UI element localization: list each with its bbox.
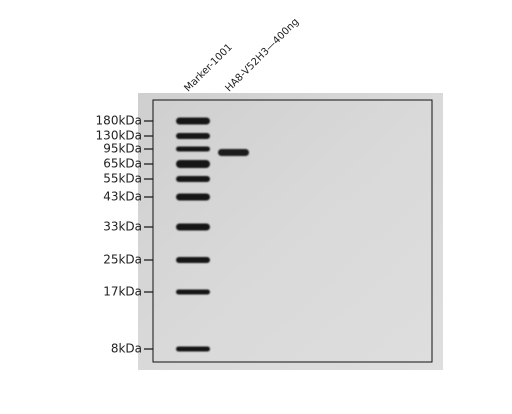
marker-band	[176, 176, 210, 182]
lane-label: HA8-V52H3—400ng	[223, 16, 301, 94]
marker-label: 55kDa	[103, 172, 142, 186]
marker-label: 25kDa	[103, 253, 142, 267]
marker-band	[176, 257, 210, 263]
marker-label: 65kDa	[103, 157, 142, 171]
marker-label: 43kDa	[103, 190, 142, 204]
marker-label: 130kDa	[96, 129, 142, 143]
marker-band	[176, 346, 210, 352]
marker-label: 180kDa	[96, 114, 142, 128]
marker-band	[176, 289, 210, 295]
marker-band	[176, 193, 210, 201]
gel-background	[138, 93, 443, 370]
marker-label: 17kDa	[103, 285, 142, 299]
marker-label: 33kDa	[103, 220, 142, 234]
marker-label: 8kDa	[111, 342, 142, 356]
marker-band	[176, 223, 210, 231]
marker-label: 95kDa	[103, 142, 142, 156]
marker-band	[176, 133, 210, 139]
sample-band	[218, 149, 249, 156]
gel-frame	[152, 99, 433, 363]
marker-band	[176, 117, 210, 125]
marker-band	[176, 146, 210, 152]
marker-band	[176, 160, 210, 168]
